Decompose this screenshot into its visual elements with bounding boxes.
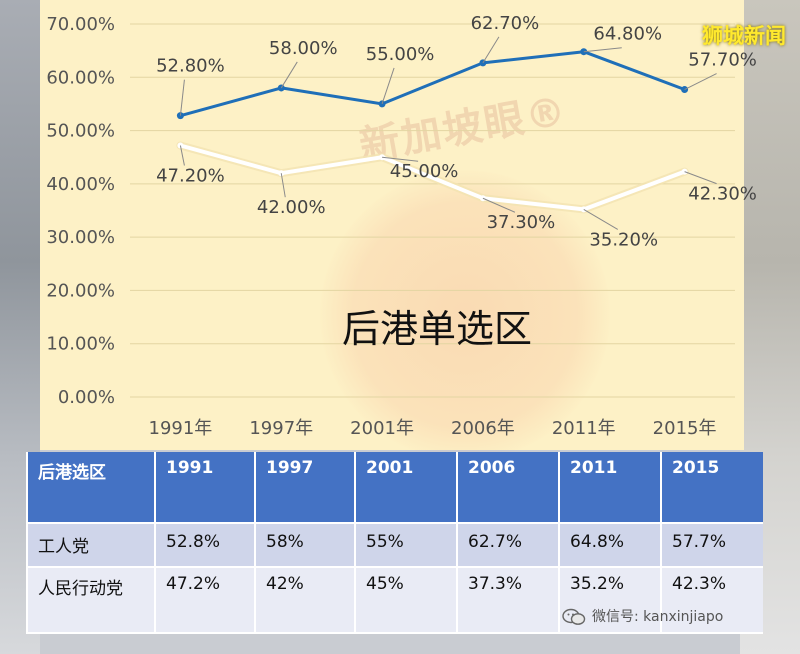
- label-leader-line: [179, 145, 185, 166]
- table-cell: 人民行动党: [26, 567, 155, 634]
- table-cell: 55%: [354, 523, 457, 568]
- y-axis-ticks: 0.00% 10.00% 20.00% 30.00% 40.00% 50.00% 60.00…: [46, 14, 115, 408]
- wechat-footer: 微信号: kanxinjiapo: [562, 606, 723, 626]
- wechat-icon: [562, 608, 586, 625]
- data-label: 62.70%: [471, 13, 540, 34]
- table-cell: 58%: [254, 523, 355, 568]
- table-header-cell: 1991: [154, 452, 255, 524]
- series-line: [178, 50, 687, 118]
- table-cell: 57.7%: [660, 523, 763, 568]
- label-leader-line: [179, 79, 185, 116]
- y-tick-label: 30.00%: [46, 227, 115, 248]
- data-label: 57.70%: [688, 50, 757, 71]
- data-label: 58.00%: [269, 38, 338, 59]
- data-label: 35.20%: [589, 229, 658, 250]
- brand-logo-text: 狮城新闻: [702, 24, 786, 48]
- label-leader-line: [583, 47, 622, 53]
- table-cell: 工人党: [26, 523, 155, 568]
- table-cell: 42.3%: [660, 567, 763, 634]
- table-cell: 52.8%: [154, 523, 255, 568]
- data-point: [479, 59, 487, 67]
- table-header-cell: 后港选区: [26, 452, 155, 524]
- table-header-row: 后港选区 1991 1997 2001 2006 2011 2015: [26, 452, 763, 524]
- x-tick-label: 2001年: [350, 418, 414, 439]
- chart-panel: 新加坡眼®: [40, 0, 744, 460]
- results-table-wrapper: 后港选区 1991 1997 2001 2006 2011 2015 工人党 5…: [26, 452, 763, 634]
- line-chart: 0.00% 10.00% 20.00% 30.00% 40.00% 50.00% 60.00…: [46, 13, 757, 439]
- y-tick-label: 0.00%: [58, 387, 115, 408]
- data-label: 55.00%: [366, 44, 435, 65]
- series-line: [178, 143, 687, 212]
- label-leader-line: [482, 36, 500, 64]
- label-leader-line: [280, 173, 286, 198]
- x-tick-label: 2015年: [653, 418, 717, 439]
- table-cell: 45%: [354, 567, 457, 634]
- data-label: 37.30%: [487, 212, 556, 233]
- data-label: 64.80%: [593, 24, 662, 45]
- y-tick-label: 60.00%: [46, 67, 115, 88]
- label-leader-line: [280, 61, 298, 89]
- data-label: 42.00%: [257, 197, 326, 218]
- table-header-cell: 2015: [660, 452, 763, 524]
- results-table: 后港选区 1991 1997 2001 2006 2011 2015 工人党 5…: [26, 452, 763, 634]
- label-leader-line: [381, 67, 395, 105]
- table-cell: 47.2%: [154, 567, 255, 634]
- table-row: 人民行动党 47.2% 42% 45% 37.3% 35.2% 42.3%: [26, 567, 763, 634]
- label-leader-line: [482, 197, 516, 213]
- label-leader-line: [583, 209, 619, 230]
- table-cell: 62.7%: [456, 523, 559, 568]
- table-cell: 37.3%: [456, 567, 559, 634]
- label-leader-line: [684, 73, 717, 90]
- x-tick-label: 2006年: [451, 418, 515, 439]
- x-tick-label: 1991年: [149, 418, 213, 439]
- label-leader-line: [382, 156, 419, 162]
- data-label: 45.00%: [390, 161, 459, 182]
- y-tick-label: 70.00%: [46, 14, 115, 35]
- table-row: 工人党 52.8% 58% 55% 62.7% 64.8% 57.7%: [26, 523, 763, 568]
- data-labels: 52.80% 58.00% 55.00% 62.70% 64.80% 57.70% 47.2…: [156, 13, 757, 251]
- data-label: 42.30%: [688, 184, 757, 205]
- table-cell: 35.2%: [558, 567, 661, 634]
- y-tick-label: 20.00%: [46, 280, 115, 301]
- label-leader-line: [684, 171, 717, 185]
- x-tick-label: 2011年: [552, 418, 616, 439]
- data-label: 52.80%: [156, 56, 225, 77]
- table-cell: 64.8%: [558, 523, 661, 568]
- y-tick-label: 40.00%: [46, 174, 115, 195]
- table-header-cell: 2006: [456, 452, 559, 524]
- table-cell: 42%: [254, 567, 355, 634]
- grid-lines: [130, 23, 735, 398]
- x-axis-ticks: 1991年 1997年 2001年 2006年 2011年 2015年: [149, 418, 717, 439]
- data-label: 47.20%: [156, 165, 225, 186]
- x-tick-label: 1997年: [249, 418, 313, 439]
- table-header-cell: 1997: [254, 452, 355, 524]
- wechat-id: 微信号: kanxinjiapo: [592, 609, 724, 625]
- table-header-cell: 2011: [558, 452, 661, 524]
- y-tick-label: 10.00%: [46, 334, 115, 355]
- chart-title: 后港单选区: [342, 307, 532, 351]
- y-tick-label: 50.00%: [46, 121, 115, 142]
- watermark-logo: [320, 170, 610, 460]
- table-header-cell: 2001: [354, 452, 457, 524]
